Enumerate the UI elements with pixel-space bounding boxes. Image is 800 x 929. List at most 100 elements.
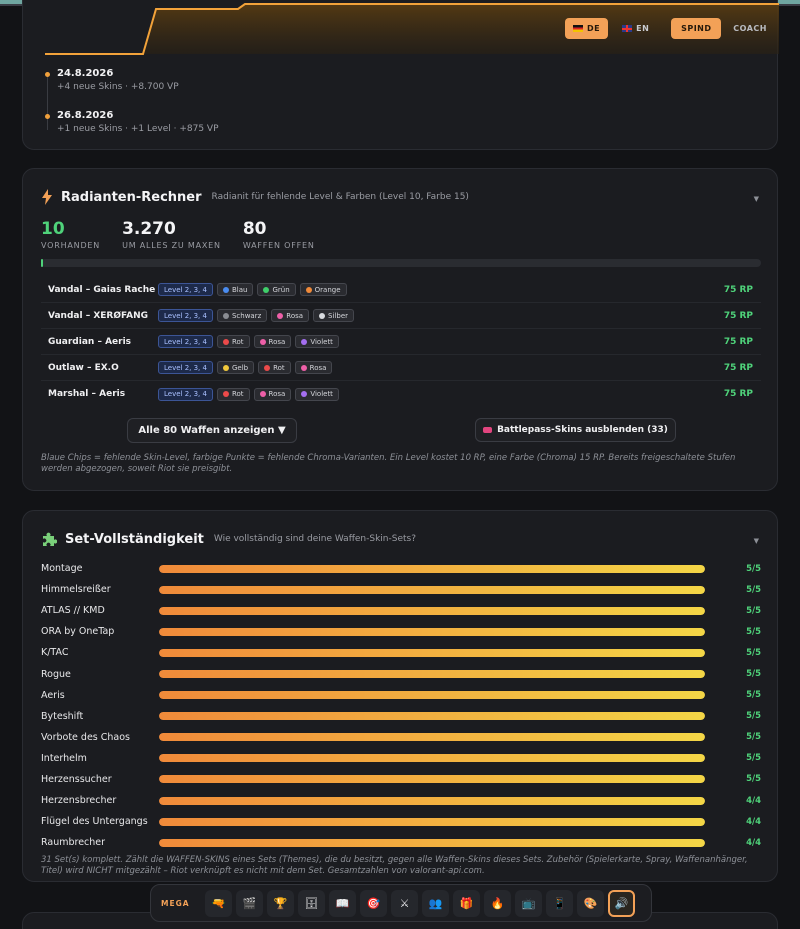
radiant-header[interactable]: Radianten-Rechner Radianit für fehlende … [41, 189, 469, 205]
level-chip: Level 2, 3, 4 [158, 283, 213, 296]
set-row: Rogue 5/5 [41, 663, 761, 684]
chip-group: Level 2, 3, 4 Schwarz Rosa Silber [158, 309, 355, 322]
chroma-chip: Gelb [216, 361, 255, 374]
gift-icon[interactable]: 🎁 [453, 889, 480, 917]
weapon-name: Outlaw – EX.O [48, 362, 119, 373]
chroma-label: Rosa [286, 311, 304, 320]
chroma-chip: Rosa [253, 387, 292, 401]
chroma-dot-icon [305, 286, 312, 293]
history-card: 24.8.2026 +4 neue Skins · +8.700 VP 26.8… [22, 0, 779, 150]
target-icon[interactable]: 🎯 [360, 889, 387, 917]
stat-value: 10 [41, 219, 65, 239]
weapon-name: Vandal – XERØFANG [48, 310, 148, 321]
stat-value: 3.270 [122, 219, 176, 239]
battlepass-icon [483, 427, 493, 433]
timeline-detail: +1 neue Skins · +1 Level · +875 VP [57, 124, 219, 134]
set-name: K/TAC [41, 647, 69, 659]
set-progress-bar [159, 712, 705, 721]
sets-header[interactable]: Set-Vollständigkeit Wie vollständig sind… [41, 531, 416, 547]
sets-subtitle: Wie vollständig sind deine Waffen-Skin-S… [213, 534, 417, 544]
level-chip: Level 2, 3, 4 [158, 361, 213, 374]
collapse-caret-icon[interactable]: ▼ [753, 195, 759, 203]
chroma-chip: Grün [257, 283, 296, 296]
quick-nav-dock: MEGA 🔫 🎬 🏆 🗄 📖 🎯 ⚔ 👥 🎁 🔥 📺 📱 🎨 🔊 [150, 884, 652, 922]
weapon-name: Guardian – Aeris [48, 336, 132, 347]
set-progress-fill [159, 606, 705, 615]
people-icon[interactable]: 👥 [422, 889, 449, 917]
set-name: ORA by OneTap [41, 626, 115, 638]
stat-owned: 10 VORHANDEN [41, 219, 100, 250]
weapon-row: Guardian – Aeris Level 2, 3, 4 Rot Rosa Viol… [41, 329, 761, 355]
set-name: Vorbote des Chaos [41, 731, 130, 743]
fire-icon[interactable]: 🔥 [484, 889, 511, 917]
value-history-chart [45, 3, 779, 55]
set-name: Byteshift [41, 710, 84, 722]
set-progress-fill [159, 796, 705, 805]
timeline-detail: +4 neue Skins · +8.700 VP [57, 82, 179, 92]
set-progress-bar [159, 564, 705, 573]
chroma-label: Rosa [268, 337, 286, 346]
set-progress-fill [159, 564, 705, 573]
set-progress-fill [159, 648, 705, 657]
show-all-weapons-button[interactable]: Alle 80 Waffen anzeigen ▼ [127, 418, 297, 443]
radiant-stats: 10 VORHANDEN 3.270 UM ALLES ZU MAXEN 80 … [41, 219, 315, 250]
set-progress-bar [159, 733, 705, 742]
palette-icon[interactable]: 🎨 [577, 889, 604, 917]
set-row: K/TAC 5/5 [41, 642, 761, 663]
set-progress-bar [159, 627, 705, 636]
speaker-icon[interactable]: 🔊 [608, 889, 635, 917]
header-controls: DE EN SPIND COACH [565, 18, 773, 39]
book-icon[interactable]: 📖 [329, 889, 356, 917]
chroma-label: Schwarz [231, 311, 262, 320]
lang-de-button[interactable]: DE [565, 18, 609, 39]
stat-label: WAFFEN OFFEN [242, 241, 315, 250]
set-progress-bar [159, 585, 705, 594]
set-progress-bar [159, 691, 705, 700]
set-count: 5/5 [746, 605, 761, 616]
radiant-subtitle: Radianit für fehlende Level & Farben (Le… [211, 192, 469, 202]
radiant-note: Blaue Chips = fehlende Skin-Level, farbi… [41, 453, 736, 474]
set-list: Montage 5/5 Himmelsreißer 5/5 ATLAS // KMD 5/… [41, 558, 761, 853]
hide-battlepass-button[interactable]: Battlepass-Skins ausblenden (33) [475, 418, 676, 442]
weapon-name: Vandal – Gaias Rache [48, 284, 156, 295]
radiant-progress-fill [41, 259, 44, 267]
chroma-label: Grün [272, 285, 290, 294]
set-progress-bar [159, 838, 705, 847]
weapon-price: 75 RP [723, 336, 753, 347]
radiant-calculator-card: Radianten-Rechner Radianit für fehlende … [22, 168, 778, 491]
phone-icon[interactable]: 📱 [546, 889, 573, 917]
timeline-date: 26.8.2026 [57, 110, 114, 121]
stat-label: UM ALLES ZU MAXEN [122, 241, 221, 250]
chroma-dot-icon [264, 364, 271, 371]
collapse-caret-icon[interactable]: ▼ [753, 537, 759, 545]
set-progress-fill [159, 627, 705, 636]
set-name: ATLAS // KMD [41, 605, 105, 617]
chroma-label: Violett [310, 337, 333, 346]
chroma-label: Rosa [268, 390, 286, 398]
chroma-chip: Blau [216, 283, 254, 296]
lightning-icon [42, 189, 52, 205]
gun-icon[interactable]: 🔫 [205, 889, 232, 917]
set-progress-bar [159, 670, 705, 679]
spind-button[interactable]: SPIND [671, 18, 722, 39]
set-row: Himmelsreißer 5/5 [41, 579, 761, 600]
chip-group: Level 2, 3, 4 Blau Grün Orange [158, 283, 347, 296]
set-row: Interhelm 5/5 [41, 748, 761, 769]
coach-button[interactable]: COACH [733, 24, 767, 33]
flag-de-icon [573, 25, 583, 32]
set-progress-fill [159, 585, 705, 594]
lang-de-label: DE [587, 24, 601, 33]
weapon-row: Marshal – Aeris Level 2, 3, 4 Rot Rosa Viole… [41, 381, 761, 407]
set-name: Herzenssucher [41, 773, 112, 785]
set-row: Herzensbrecher 4/4 [41, 790, 761, 811]
swords-icon[interactable]: ⚔ [391, 889, 418, 917]
archive-icon[interactable]: 🗄 [298, 889, 325, 917]
trophy-icon[interactable]: 🏆 [267, 889, 294, 917]
set-count: 5/5 [746, 753, 761, 764]
tv-icon[interactable]: 📺 [515, 889, 542, 917]
sets-title: Set-Vollständigkeit [65, 531, 204, 547]
puzzle-icon [43, 532, 57, 546]
sets-note: 31 Set(s) komplett. Zählt die WAFFEN-SKI… [41, 855, 748, 876]
lang-en-button[interactable]: EN [614, 18, 657, 39]
clapper-icon[interactable]: 🎬 [236, 889, 263, 917]
